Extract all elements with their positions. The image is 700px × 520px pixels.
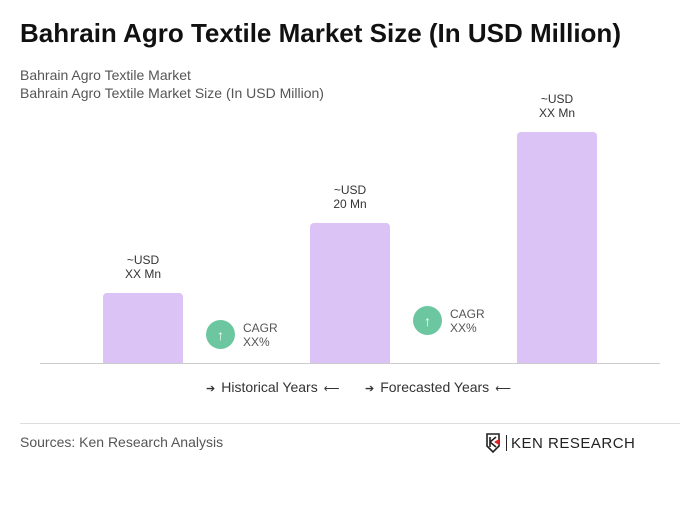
cagr-badge-forecast: ↑ CAGR XX% bbox=[413, 306, 485, 335]
cagr-value: XX% bbox=[450, 320, 477, 335]
bar bbox=[103, 293, 183, 363]
cagr-label: CAGR bbox=[243, 320, 278, 335]
logo-text: KEN RESEARCH bbox=[511, 434, 636, 452]
cagr-badge-historical: ↑ CAGR XX% bbox=[206, 320, 278, 349]
arrow-up-icon: ↑ bbox=[206, 320, 235, 349]
logo-shield-icon bbox=[486, 433, 500, 453]
bar bbox=[517, 132, 597, 363]
x-axis-line bbox=[40, 363, 660, 364]
subtitle: Bahrain Agro Textile Market bbox=[20, 67, 191, 83]
arrow-left-icon: ⟵ bbox=[495, 383, 511, 395]
chart-subtitle: Bahrain Agro Textile Market Size (In USD… bbox=[20, 85, 324, 101]
sources: Sources: Ken Research Analysis bbox=[20, 434, 224, 450]
data-label: ~USD 20 Mn bbox=[333, 183, 367, 211]
legend-label: Forecasted Years bbox=[380, 379, 490, 395]
ken-research-logo: KEN RESEARCH bbox=[486, 433, 635, 453]
page-title: Bahrain Agro Textile Market Size (In USD… bbox=[20, 18, 621, 48]
arrow-right-icon: ➔ bbox=[365, 383, 375, 395]
legend-historical: ➔ Historical Years ⟵ bbox=[200, 379, 346, 395]
divider bbox=[20, 423, 680, 424]
cagr-label: CAGR bbox=[450, 306, 485, 321]
legend-label: Historical Years bbox=[221, 379, 318, 395]
cagr-value: XX% bbox=[243, 334, 270, 349]
data-label: ~USD XX Mn bbox=[124, 253, 161, 281]
legend-forecasted: ➔ Forecasted Years ⟵ bbox=[359, 379, 517, 395]
arrow-right-icon: ➔ bbox=[206, 383, 216, 395]
arrow-up-icon: ↑ bbox=[413, 306, 442, 335]
data-label: ~USD XX Mn bbox=[538, 92, 575, 120]
bar bbox=[310, 223, 390, 363]
arrow-left-icon: ⟵ bbox=[323, 383, 340, 395]
